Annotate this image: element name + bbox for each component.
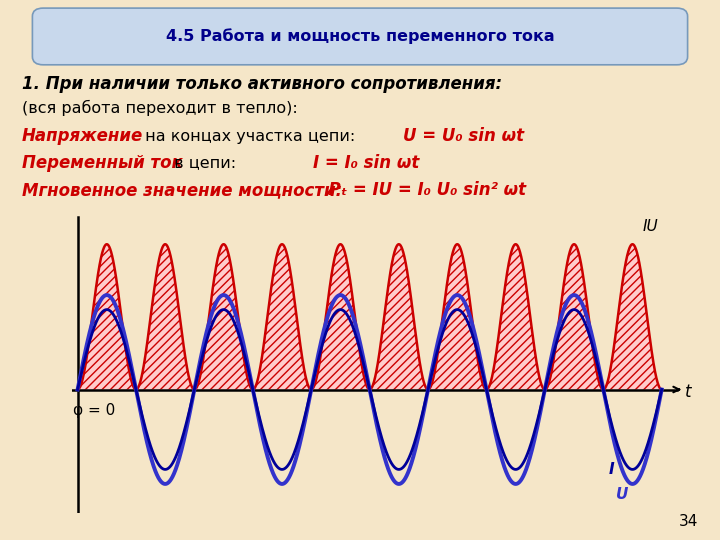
FancyBboxPatch shape (32, 8, 688, 65)
Text: 1. При наличии только активного сопротивления:: 1. При наличии только активного сопротив… (22, 75, 502, 93)
Text: Переменный ток: Переменный ток (22, 154, 182, 172)
Text: Напряжение: Напряжение (22, 127, 143, 145)
Text: IU: IU (643, 219, 658, 234)
Text: U = U₀ sin ωt: U = U₀ sin ωt (403, 127, 524, 145)
Text: I = I₀ sin ωt: I = I₀ sin ωt (313, 154, 420, 172)
Text: (вся работа переходит в тепло):: (вся работа переходит в тепло): (22, 100, 297, 116)
Text: 4.5 Работа и мощность переменного тока: 4.5 Работа и мощность переменного тока (166, 28, 554, 44)
Text: I: I (609, 462, 614, 477)
Text: на концах участка цепи:: на концах участка цепи: (140, 129, 366, 144)
Text: t: t (685, 383, 691, 401)
Text: Мгновенное значение мощности:: Мгновенное значение мощности: (22, 181, 342, 199)
Text: U: U (616, 487, 629, 502)
Text: Pₜ = IU = I₀ U₀ sin² ωt: Pₜ = IU = I₀ U₀ sin² ωt (317, 181, 526, 199)
Text: 34: 34 (679, 514, 698, 529)
Text: в цепи:: в цепи: (169, 156, 246, 171)
Text: φ = 0: φ = 0 (73, 403, 115, 417)
